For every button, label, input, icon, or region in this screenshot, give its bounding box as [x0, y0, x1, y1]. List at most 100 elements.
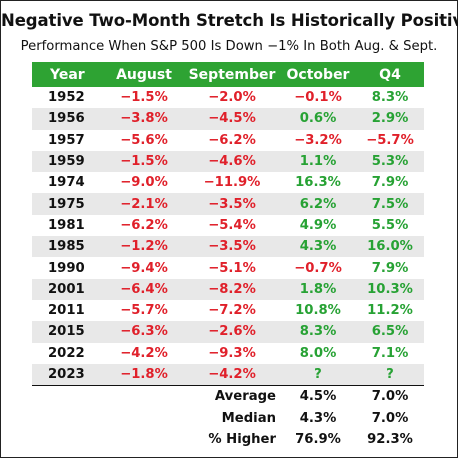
august-cell: −6.3%: [104, 321, 184, 343]
october-cell: 10.8%: [295, 303, 341, 319]
q4-cell: 7.9%: [371, 260, 409, 276]
header-august: August: [104, 62, 184, 87]
q4-cell: ?: [356, 363, 424, 387]
september-cell: −3.5%: [184, 193, 280, 215]
august-cell: −6.2%: [120, 217, 168, 233]
q4-cell: 7.5%: [356, 193, 424, 215]
year-cell: 1952: [48, 90, 85, 106]
year-cell: 1974: [48, 175, 85, 191]
august-cell: −6.4%: [104, 278, 184, 300]
summary-october: 4.5%: [299, 389, 337, 405]
october-cell: 6.2%: [280, 193, 356, 215]
september-cell: −7.2%: [208, 303, 256, 319]
summary-label: % Higher: [208, 432, 276, 448]
august-cell: −1.5%: [120, 90, 168, 106]
year-cell: 1990: [48, 260, 85, 276]
august-cell: −1.2%: [104, 236, 184, 258]
september-cell: −2.0%: [208, 90, 256, 106]
september-cell: −6.2%: [208, 132, 256, 148]
year-cell: 1957: [48, 132, 85, 148]
q4-cell: 2.9%: [356, 108, 424, 130]
summary-q4: 7.0%: [371, 410, 409, 426]
year-cell: 1975: [32, 193, 104, 215]
q4-cell: 10.3%: [356, 278, 424, 300]
table-row: 1975 −2.1% −3.5% 6.2% 7.5%: [32, 193, 424, 215]
october-cell: 16.3%: [295, 175, 341, 191]
october-cell: ?: [280, 363, 356, 387]
table-row: 1957 −5.6% −6.2% −3.2% −5.7%: [32, 130, 424, 151]
chart-subtitle: Performance When S&P 500 Is Down −1% In …: [20, 39, 438, 54]
q4-cell: 7.9%: [371, 175, 409, 191]
table-body: 1952 −1.5% −2.0% −0.1% 8.3% 1956 −3.8% −4.5% 0.6…: [32, 87, 424, 387]
year-cell: 1981: [48, 217, 85, 233]
summary-section: Average 4.5% 7.0% Median 4.3% 7.0% % Higher 76.…: [32, 386, 424, 451]
october-cell: 4.9%: [299, 217, 337, 233]
august-cell: −5.7%: [120, 303, 168, 319]
year-cell: 1959: [32, 150, 104, 173]
year-cell: 2023: [32, 363, 104, 387]
summary-october: 76.9%: [295, 432, 341, 448]
summary-october: 4.3%: [299, 410, 337, 426]
september-cell: −3.5%: [184, 236, 280, 258]
table-row: 1985 −1.2% −3.5% 4.3% 16.0%: [32, 236, 424, 258]
year-cell: 2022: [48, 345, 85, 361]
october-cell: 8.3%: [280, 321, 356, 343]
september-cell: −9.3%: [208, 345, 256, 361]
header-september: September: [184, 62, 280, 87]
october-cell: 1.8%: [280, 278, 356, 300]
table-row: 1974 −9.0% −11.9% 16.3% 7.9%: [32, 172, 424, 193]
table-row: 1981 −6.2% −5.4% 4.9% 5.5%: [32, 215, 424, 236]
table-row: 1959 −1.5% −4.6% 1.1% 5.3%: [32, 150, 424, 173]
chart-title: Negative Two-Month Stretch Is Historical…: [1, 11, 458, 30]
q4-cell: 16.0%: [356, 236, 424, 258]
september-cell: −11.9%: [203, 175, 261, 191]
year-cell: 1956: [32, 108, 104, 130]
header-row: Year August September October Q4: [32, 62, 424, 87]
q4-cell: 6.5%: [356, 321, 424, 343]
september-cell: −4.5%: [184, 108, 280, 130]
august-cell: −4.2%: [120, 345, 168, 361]
august-cell: −3.8%: [104, 108, 184, 130]
summary-q4: 92.3%: [367, 432, 413, 448]
table-row: 2011 −5.7% −7.2% 10.8% 11.2%: [32, 300, 424, 321]
summary-spacer: [32, 386, 184, 408]
september-cell: −5.1%: [208, 260, 256, 276]
table-row: 1990 −9.4% −5.1% −0.7% 7.9%: [32, 257, 424, 278]
summary-spacer: [32, 408, 184, 430]
table-row: 2023 −1.8% −4.2%??: [32, 363, 424, 387]
august-cell: −1.5%: [104, 150, 184, 173]
september-cell: −4.2%: [184, 363, 280, 387]
october-cell: 8.0%: [299, 345, 337, 361]
summary-q4: 7.0%: [371, 389, 409, 405]
header-october: October: [280, 62, 356, 87]
august-cell: −5.6%: [120, 132, 168, 148]
october-cell: −0.1%: [294, 90, 342, 106]
table-row: 2001 −6.4% −8.2% 1.8% 10.3%: [32, 278, 424, 300]
table-row: 1952 −1.5% −2.0% −0.1% 8.3%: [32, 87, 424, 108]
october-cell: 4.3%: [280, 236, 356, 258]
summary-row: Median 4.3% 7.0%: [32, 408, 424, 430]
q4-cell: 7.1%: [371, 345, 409, 361]
q4-cell: 5.5%: [371, 217, 409, 233]
q4-cell: 11.2%: [367, 303, 413, 319]
august-cell: −2.1%: [104, 193, 184, 215]
august-cell: −9.0%: [120, 175, 168, 191]
performance-table: Year August September October Q4 1952 −1.…: [32, 62, 424, 451]
september-cell: −4.6%: [184, 150, 280, 173]
october-cell: −0.7%: [294, 260, 342, 276]
august-cell: −1.8%: [104, 363, 184, 387]
summary-label: Median: [221, 410, 276, 426]
october-cell: 0.6%: [280, 108, 356, 130]
october-cell: 1.1%: [280, 150, 356, 173]
table-row: 2015 −6.3% −2.6% 8.3% 6.5%: [32, 321, 424, 343]
year-cell: 1985: [32, 236, 104, 258]
summary-label: Average: [214, 389, 276, 405]
year-cell: 2011: [48, 303, 85, 319]
year-cell: 2001: [32, 278, 104, 300]
september-cell: −2.6%: [184, 321, 280, 343]
september-cell: −5.4%: [208, 217, 256, 233]
table-row: 1956 −3.8% −4.5% 0.6% 2.9%: [32, 108, 424, 130]
summary-row: Average 4.5% 7.0%: [32, 386, 424, 408]
q4-cell: 5.3%: [356, 150, 424, 173]
